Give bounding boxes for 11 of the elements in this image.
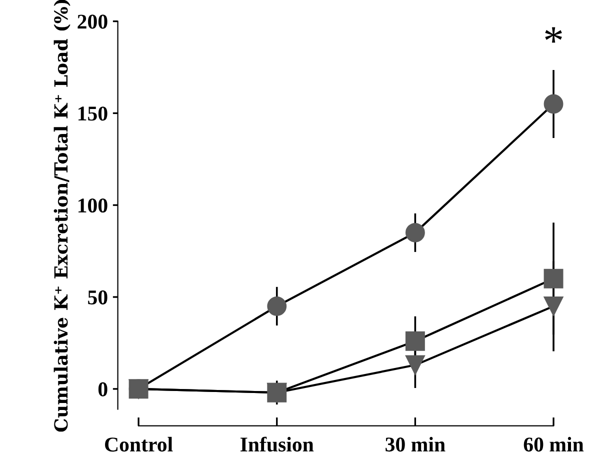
y-tick-label: 50 [88,290,108,304]
x-tick-label: Infusion [240,436,314,452]
annotation: * [545,27,562,43]
x-tick-label: 30 min [386,436,446,452]
y-tick-label: 0 [98,382,108,396]
x-tick-label: 60 min [524,436,584,452]
y-axis-title: Cumulative K⁺ Excretion/Total K⁺ Load (%) [54,0,70,432]
x-tick-label: Control [105,436,173,452]
y-tick-label: 100 [78,198,108,213]
y-tick-label: 150 [78,106,108,121]
y-tick-label: 200 [78,14,108,29]
